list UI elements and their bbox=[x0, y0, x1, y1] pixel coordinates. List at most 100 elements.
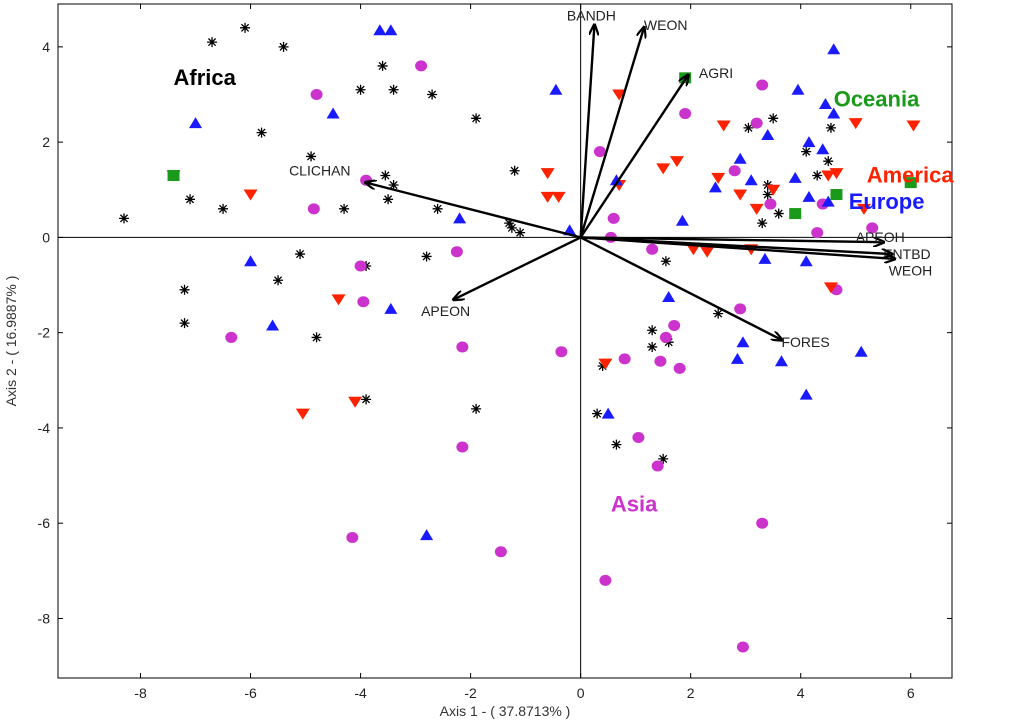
point-asia bbox=[415, 60, 428, 72]
point-america bbox=[598, 358, 613, 370]
point-europe bbox=[708, 181, 722, 193]
point-europe bbox=[791, 83, 805, 95]
point-asia bbox=[354, 260, 367, 272]
point-africa bbox=[427, 89, 438, 100]
plot-frame bbox=[57, 3, 953, 679]
vector-apeon: APEON bbox=[421, 236, 582, 319]
point-europe bbox=[453, 212, 467, 224]
y-tick-label: -6 bbox=[38, 515, 51, 531]
point-europe bbox=[326, 107, 340, 119]
point-america bbox=[749, 203, 764, 215]
x-tick-label: -6 bbox=[244, 685, 257, 701]
x-tick-label: -2 bbox=[464, 685, 477, 701]
point-europe bbox=[609, 174, 623, 186]
point-europe bbox=[854, 345, 868, 357]
point-europe bbox=[736, 336, 750, 348]
region-label-oceania: Oceania bbox=[834, 86, 920, 111]
point-asia bbox=[811, 227, 824, 239]
vector-fores: FORES bbox=[580, 236, 830, 350]
point-europe bbox=[821, 195, 835, 207]
point-asia bbox=[599, 574, 612, 586]
point-europe bbox=[373, 24, 387, 36]
point-europe bbox=[827, 107, 841, 119]
y-tick-label: 0 bbox=[42, 229, 50, 245]
point-africa bbox=[504, 218, 515, 229]
point-africa bbox=[611, 439, 622, 450]
point-africa bbox=[207, 37, 218, 48]
point-america bbox=[656, 163, 671, 175]
point-europe bbox=[744, 174, 758, 186]
vector-label: WEON bbox=[644, 17, 688, 33]
point-europe bbox=[799, 255, 813, 267]
vector-label: AGRI bbox=[699, 65, 733, 81]
point-africa bbox=[339, 203, 350, 214]
point-europe bbox=[384, 24, 398, 36]
point-asia bbox=[618, 353, 631, 365]
point-africa bbox=[471, 403, 482, 414]
point-america bbox=[551, 191, 566, 203]
x-tick-label: 4 bbox=[797, 685, 805, 701]
point-europe bbox=[816, 143, 830, 155]
point-europe bbox=[662, 290, 676, 302]
vector-arrow bbox=[579, 75, 688, 239]
point-asia bbox=[750, 117, 763, 129]
point-asia bbox=[494, 546, 507, 558]
y-axis-title: Axis 2 - ( 16.9887% ) bbox=[3, 276, 19, 407]
point-america bbox=[733, 189, 748, 201]
point-africa bbox=[597, 361, 608, 372]
point-asia bbox=[673, 362, 686, 374]
point-africa bbox=[306, 151, 317, 162]
y-ticks: -8 -6 -4 -2 0 2 4 bbox=[38, 39, 952, 626]
point-asia bbox=[456, 341, 469, 353]
point-asia bbox=[607, 212, 620, 224]
point-africa bbox=[757, 218, 768, 229]
vector-apeoh: APEOH bbox=[580, 229, 905, 245]
point-africa bbox=[361, 394, 372, 405]
point-oceania bbox=[830, 189, 843, 201]
point-asia bbox=[225, 331, 238, 343]
y-tick-label: 2 bbox=[42, 134, 50, 150]
point-africa bbox=[179, 318, 190, 329]
point-america bbox=[295, 408, 310, 420]
point-america bbox=[856, 203, 871, 215]
point-europe bbox=[730, 352, 744, 364]
point-africa bbox=[658, 453, 669, 464]
point-asia bbox=[450, 246, 463, 258]
point-america bbox=[243, 189, 258, 201]
point-europe bbox=[818, 98, 832, 110]
vector-arrow bbox=[579, 25, 595, 238]
point-asia bbox=[659, 331, 672, 343]
point-africa bbox=[179, 284, 190, 295]
region-label-america: America bbox=[867, 163, 955, 188]
vector-weoh: WEOH bbox=[580, 236, 933, 279]
vector-label: WEOH bbox=[889, 263, 933, 279]
vector-label: APEOH bbox=[856, 229, 905, 245]
point-africa bbox=[185, 194, 196, 205]
point-africa bbox=[647, 341, 658, 352]
point-asia bbox=[456, 441, 469, 453]
point-europe bbox=[420, 529, 434, 541]
point-africa bbox=[762, 189, 773, 200]
vector-clichan: CLICHAN bbox=[289, 162, 581, 239]
point-asia bbox=[668, 320, 681, 332]
point-europe bbox=[802, 136, 816, 148]
point-asia bbox=[346, 531, 359, 543]
point-europe bbox=[675, 214, 689, 226]
point-europe bbox=[189, 117, 203, 129]
vector-weon: WEON bbox=[579, 17, 688, 238]
y-tick-label: -4 bbox=[38, 420, 51, 436]
y-tick-label: -2 bbox=[38, 325, 51, 341]
point-europe bbox=[601, 407, 615, 419]
point-america bbox=[540, 168, 555, 180]
vector-label: CLICHAN bbox=[289, 162, 350, 178]
point-europe bbox=[563, 224, 577, 236]
point-europe bbox=[761, 128, 775, 140]
x-axis-title: Axis 1 - ( 37.8713% ) bbox=[440, 703, 571, 719]
point-america bbox=[612, 89, 627, 101]
vector-arrow bbox=[454, 236, 582, 299]
region-label-asia: Asia bbox=[611, 491, 658, 516]
point-africa bbox=[256, 127, 267, 138]
point-europe bbox=[244, 255, 258, 267]
point-america bbox=[766, 184, 781, 196]
